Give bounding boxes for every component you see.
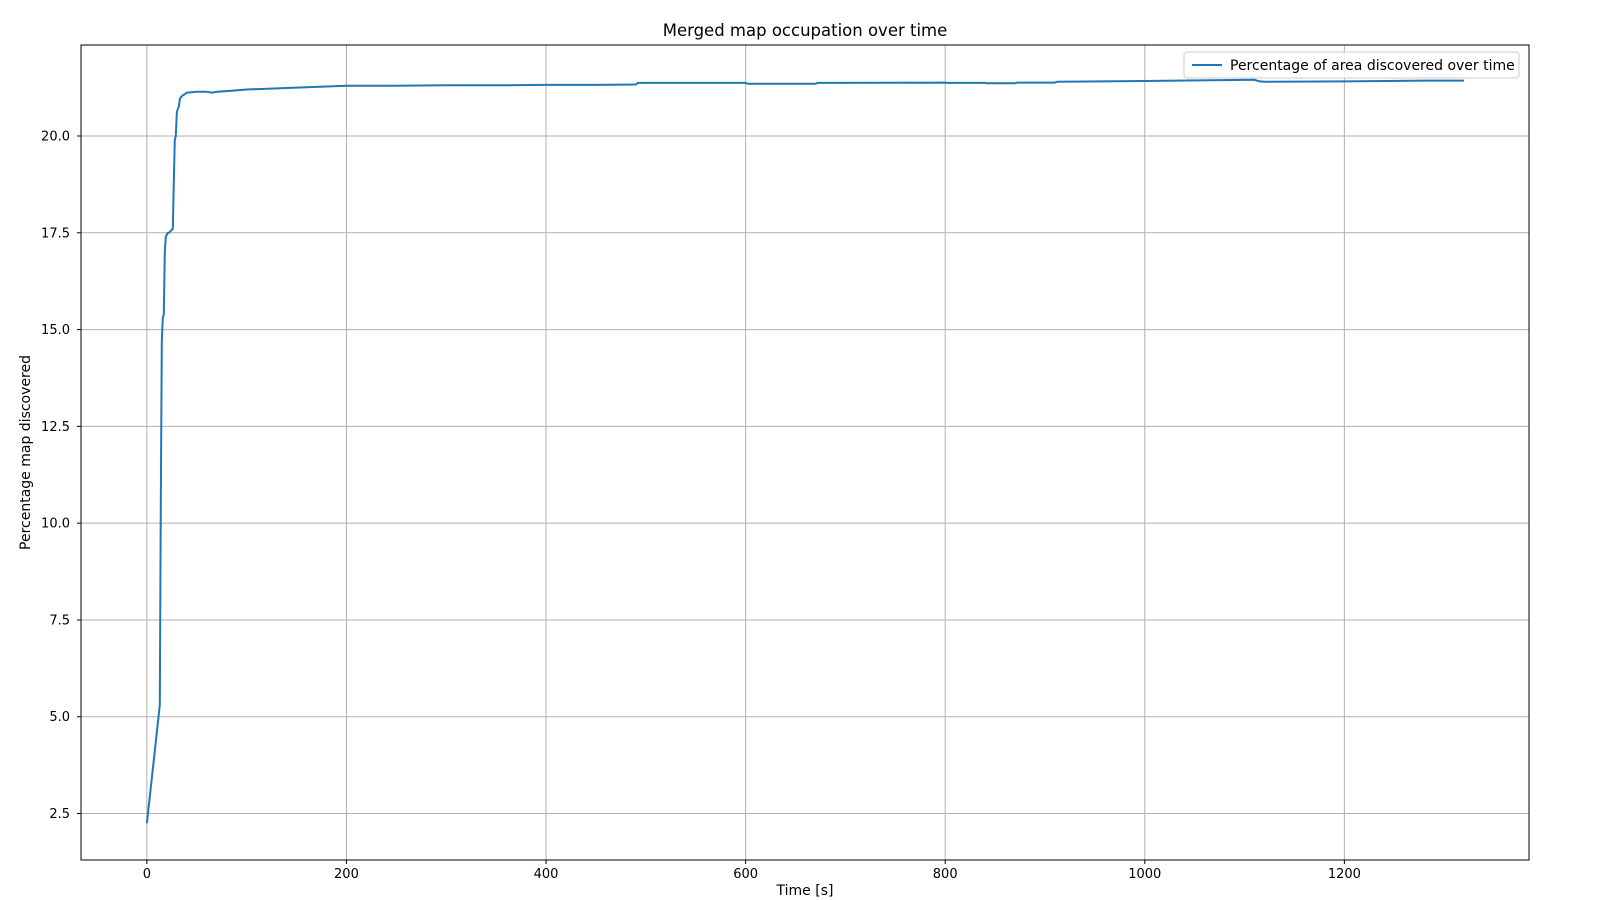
- series-line: [145, 78, 1465, 824]
- axes-frame: [80, 44, 1530, 861]
- x-axis-title: Time [s]: [776, 883, 834, 899]
- y-tick-label: 12.5: [41, 420, 70, 435]
- plot-area: [145, 78, 1465, 824]
- legend-label: Percentage of area discovered over time: [1230, 58, 1515, 74]
- legend-box: [1183, 51, 1520, 79]
- y-tick-label: 15.0: [41, 323, 70, 338]
- x-tick-label: 200: [334, 867, 359, 882]
- x-tick-label: 1200: [1328, 867, 1361, 882]
- axis-ticks: 0 200 400 600 800 1000 1200 2.5 5.0 7.5 10.0 12.5 15…: [41, 129, 1361, 882]
- y-tick-label: 17.5: [41, 226, 70, 241]
- y-tick-label: 20.0: [41, 129, 70, 144]
- legend: Percentage of area discovered over time: [1183, 51, 1520, 79]
- x-tick-label: 600: [733, 867, 758, 882]
- y-tick-label: 5.0: [49, 710, 70, 725]
- y-tick-label: 2.5: [49, 807, 70, 822]
- x-tick-label: 1000: [1128, 867, 1161, 882]
- y-tick-label: 10.0: [41, 517, 70, 532]
- chart-title: Merged map occupation over time: [663, 21, 948, 40]
- x-tick-label: 400: [534, 867, 559, 882]
- y-tick-label: 7.5: [49, 613, 70, 628]
- x-tick-label: 0: [143, 867, 151, 882]
- x-tick-label: 800: [933, 867, 958, 882]
- y-axis-title: Percentage map discovered: [18, 355, 34, 550]
- grid: [81, 45, 1529, 860]
